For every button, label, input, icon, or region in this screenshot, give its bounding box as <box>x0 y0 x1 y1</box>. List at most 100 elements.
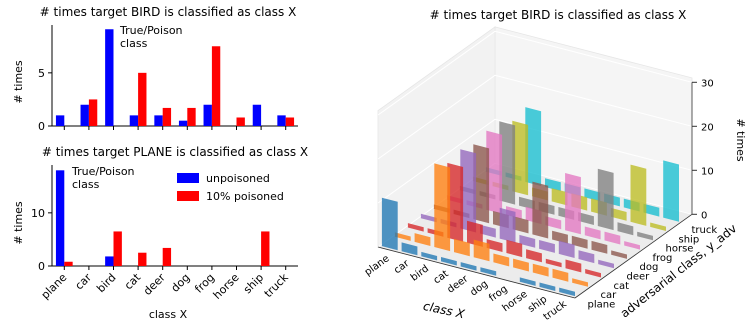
bar3d-dog-truck <box>611 250 627 259</box>
bar3d-car-cat <box>454 238 470 257</box>
bar3d-cat-truck <box>585 269 601 278</box>
bar-unpoisoned-bird <box>105 256 114 266</box>
bar3d-car-dog <box>493 253 510 267</box>
bar-unpoisoned-deer <box>154 115 163 126</box>
x-tick-label: bird <box>94 271 118 295</box>
y3d-tick-label: ship <box>679 234 700 245</box>
bar3d-cat-ship <box>565 259 582 273</box>
bar-poisoned-frog <box>211 46 221 127</box>
x-tick-label: truck <box>262 270 292 300</box>
bar3d-dog-ship <box>591 240 608 254</box>
y-tick-label: 5 <box>38 67 45 80</box>
y3d-tick-label: deer <box>627 271 651 282</box>
bar3d-deer-dog <box>519 234 536 248</box>
bar3d-dog-bird <box>473 144 490 224</box>
bird-3d-chart-title: # times target BIRD is classified as cla… <box>430 8 687 22</box>
bar-unpoisoned-plane <box>55 115 65 126</box>
bar3d-truck-ship <box>643 203 660 217</box>
bar3d-plane-bird <box>421 251 438 261</box>
y3d-axis-line <box>574 213 693 299</box>
bar-unpoisoned-frog <box>203 104 212 126</box>
bar3d-deer-ship <box>578 250 595 264</box>
bar3d-horse-horse <box>597 168 614 231</box>
bird-annotation-line1: True/Poison <box>119 24 183 37</box>
x-tick-label: dog <box>169 271 193 295</box>
bar3d-ship-horse <box>610 207 627 221</box>
bar3d-car-ship <box>552 268 569 282</box>
bar3d-dog-frog <box>552 230 568 244</box>
bar3d-plane-truck <box>559 287 575 297</box>
y3d-tick-label: horse <box>666 244 694 255</box>
plane-annotation-line2: class <box>72 178 100 191</box>
bar3d-cat-bird <box>447 162 464 242</box>
bar3d-cat-horse <box>545 258 562 268</box>
x3d-tick-label: plane <box>363 253 392 278</box>
bar3d-plane-car <box>401 242 418 256</box>
x3d-tick-label: bird <box>409 263 431 283</box>
bar3d-ship-bird <box>512 120 529 196</box>
bar3d-plane-plane <box>381 197 398 251</box>
bird-3d-zlabel: # times <box>734 118 746 162</box>
x-tick-label: horse <box>211 271 242 302</box>
x-tick-label: car <box>73 271 95 293</box>
bar-poisoned-ship <box>261 231 270 266</box>
bar3d-car-plane <box>394 232 411 241</box>
bar3d-plane-cat <box>441 257 457 266</box>
y3d-tick-label: truck <box>692 225 718 236</box>
bar3d-deer-horse <box>558 240 575 258</box>
legend-swatch-unpoisoned <box>177 173 199 183</box>
x-tick-label: deer <box>141 271 168 298</box>
bar-unpoisoned-car <box>80 104 89 126</box>
bird-chart-ylabel: # times <box>12 60 25 104</box>
bar3d-horse-truck <box>637 231 653 241</box>
bar-poisoned-bird <box>113 231 122 266</box>
bar-unpoisoned-ship <box>252 104 262 126</box>
bar-poisoned-deer <box>162 107 172 126</box>
bar-poisoned-dog <box>187 107 196 126</box>
bar-poisoned-truck <box>285 117 295 126</box>
z-gridline <box>377 74 693 160</box>
bar3d-truck-truck <box>663 160 679 222</box>
plane-chart-xlabel: class X <box>149 308 188 321</box>
bar3d-car-horse <box>532 263 549 277</box>
bar-poisoned-plane <box>64 261 73 266</box>
bird-3d-chart: # times target BIRD is classified as cla… <box>363 8 746 323</box>
bar3d-cat-cat <box>467 220 483 247</box>
bar-unpoisoned-bird <box>105 29 114 126</box>
bar3d-deer-frog <box>539 240 555 253</box>
z3d-tick-label: 10 <box>701 166 714 177</box>
bar3d-dog-deer <box>512 216 529 234</box>
bar-poisoned-car <box>88 99 98 126</box>
bar3d-horse-frog <box>578 212 594 225</box>
bar3d-car-car <box>414 233 431 246</box>
bird-annotation-line2: class <box>120 37 148 50</box>
bar3d-plane-dog <box>480 267 497 276</box>
y-tick-label: 0 <box>38 120 45 133</box>
bar3d-ship-ship <box>630 164 647 226</box>
bar3d-frog-bird <box>486 130 503 214</box>
bar3d-cat-deer <box>486 239 503 252</box>
bar3d-car-frog <box>513 258 529 272</box>
bar3d-car-deer <box>473 239 490 262</box>
y3d-tick-label: frog <box>653 253 673 264</box>
z3d-tick-label: 20 <box>701 122 714 133</box>
bar3d-frog-truck <box>624 241 640 250</box>
plane-chart: # times target PLANE is classified as cl… <box>12 145 308 321</box>
bar3d-cat-frog <box>526 249 542 263</box>
bird-chart: # times target BIRD is classified as cla… <box>12 5 298 133</box>
bar3d-horse-cat <box>519 196 535 210</box>
y3d-tick-label: car <box>601 290 618 301</box>
x-tick-label: plane <box>39 271 70 302</box>
bar3d-frog-horse <box>584 226 601 240</box>
bar-unpoisoned-plane <box>55 170 65 266</box>
bar3d-deer-bird <box>460 149 477 233</box>
y3d-tick-label: plane <box>588 299 616 310</box>
bar3d-plane-deer <box>460 262 477 271</box>
bar3d-deer-cat <box>480 224 496 238</box>
bar3d-cat-dog <box>506 239 523 258</box>
legend: unpoisoned 10% poisoned <box>177 172 284 203</box>
bar3d-plane-ship <box>539 282 556 291</box>
bar3d-dog-horse <box>571 235 588 249</box>
y3d-tick-label: dog <box>640 262 659 273</box>
